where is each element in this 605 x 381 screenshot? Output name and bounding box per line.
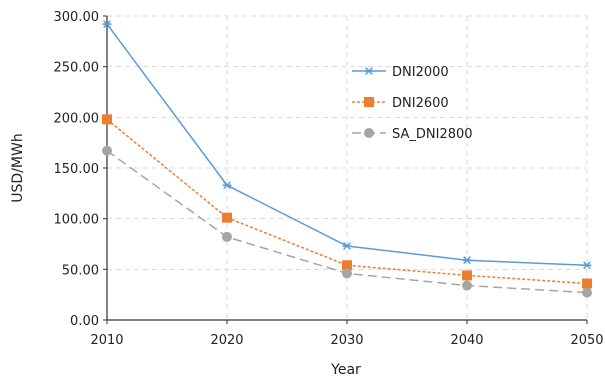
y-tick-label: 0.00: [70, 314, 99, 329]
legend-marker: [364, 128, 374, 138]
series-dni2000: [102, 20, 592, 270]
axes: [103, 15, 588, 324]
y-tick-label: 300.00: [54, 10, 100, 25]
series-group: [102, 20, 592, 298]
series-sa_dni2800: [102, 145, 592, 298]
data-point: [462, 256, 472, 265]
x-tick-label: 2020: [210, 333, 243, 348]
data-point: [582, 261, 592, 270]
x-tick-label: 2030: [330, 333, 363, 348]
data-point: [342, 268, 352, 279]
legend-entry-sa_dni2800: SA_DNI2800: [352, 127, 473, 142]
x-tick-label: 2010: [90, 333, 123, 348]
data-point: [462, 280, 472, 291]
series-dni2600: [102, 114, 592, 289]
y-axis-title: USD/MWh: [10, 133, 26, 202]
legend-entry-dni2600: DNI2600: [352, 96, 449, 111]
y-tick-label: 50.00: [62, 263, 99, 278]
data-point: [222, 212, 232, 223]
data-point: [582, 278, 592, 289]
legend: DNI2000 DNI2600 SA_DNI2800: [352, 65, 473, 142]
legend-marker: [364, 97, 374, 107]
legend-label: DNI2600: [392, 96, 449, 111]
legend-label: SA_DNI2800: [392, 127, 473, 142]
data-point: [102, 114, 112, 125]
tick-labels: 0.00 50.00 100.00 150.00 200.00 250.00 300.00 2…: [54, 10, 604, 348]
y-tick-label: 150.00: [54, 162, 100, 177]
legend-label: DNI2000: [392, 65, 449, 80]
data-point: [222, 231, 232, 242]
legend-marker: [364, 67, 374, 75]
legend-entry-dni2000: DNI2000: [352, 65, 449, 80]
y-tick-label: 200.00: [54, 111, 100, 126]
data-point: [102, 20, 112, 29]
x-axis-title: Year: [330, 362, 361, 378]
y-tick-label: 100.00: [54, 213, 100, 228]
data-point: [462, 270, 472, 281]
y-tick-label: 250.00: [54, 61, 100, 76]
data-point: [342, 242, 352, 250]
data-point: [582, 287, 592, 298]
data-point: [342, 260, 352, 271]
data-point: [102, 145, 112, 156]
data-point: [222, 181, 232, 190]
x-tick-label: 2050: [570, 333, 603, 348]
x-tick-label: 2040: [450, 333, 483, 348]
